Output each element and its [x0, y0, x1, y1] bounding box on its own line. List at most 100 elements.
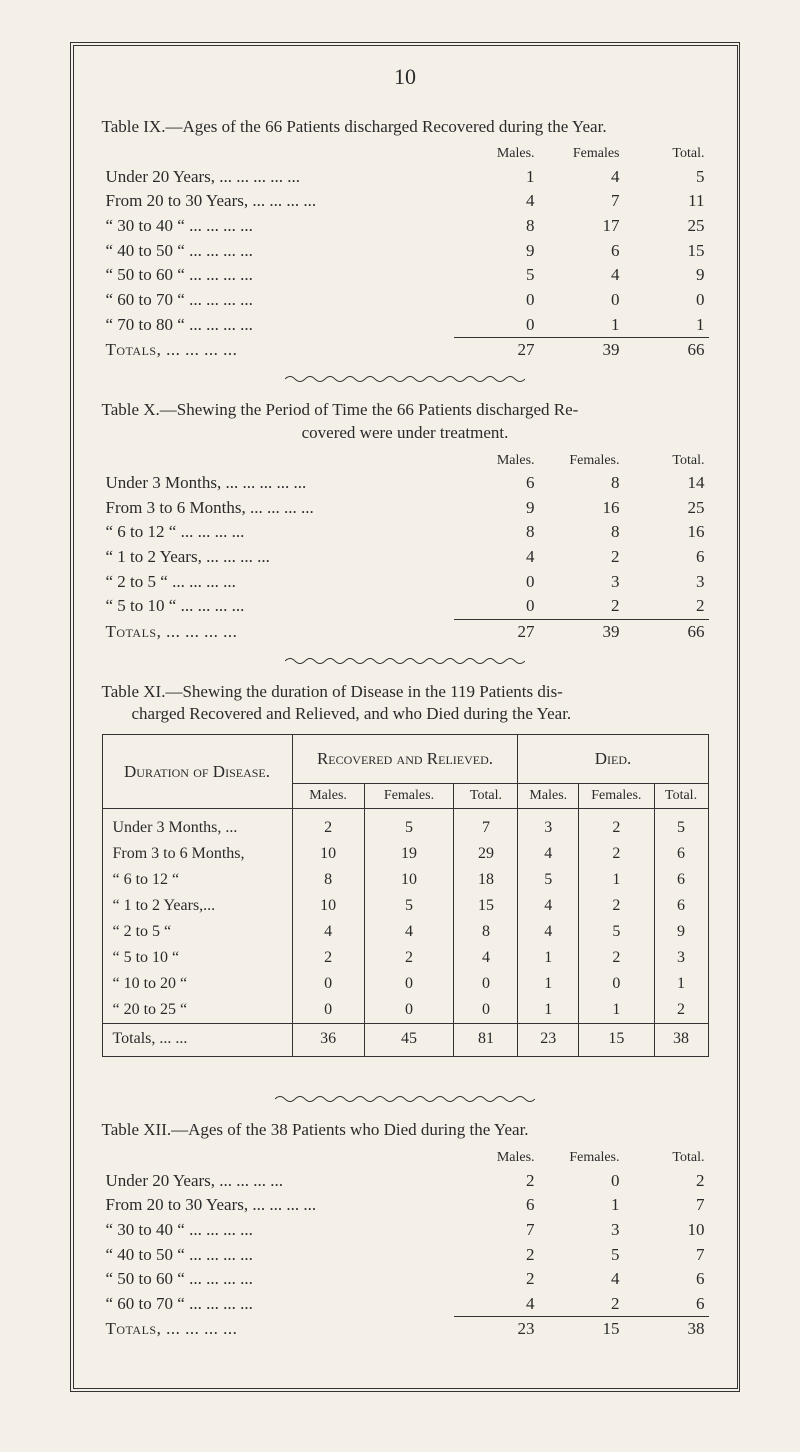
cell-m: 4 — [454, 1292, 539, 1317]
table-xi-title: Table XI.—Shewing the duration of Diseas… — [102, 681, 709, 727]
cell: 2 — [579, 945, 654, 971]
row-label: “ 2 to 5 “ ... ... ... ... — [102, 570, 454, 595]
totals-m: 27 — [454, 338, 539, 363]
table-row: “ 5 to 10 “224123 — [102, 945, 708, 971]
cell-m: 4 — [454, 545, 539, 570]
cell-t: 9 — [624, 263, 709, 288]
cell: 2 — [364, 945, 454, 971]
cell-m: 6 — [454, 471, 539, 496]
cell-t: 6 — [624, 1292, 709, 1317]
row-label: “ 70 to 80 “ ... ... ... ... — [102, 313, 454, 338]
row-label: “ 20 to 25 “ — [102, 997, 292, 1024]
table-row: From 20 to 30 Years, ... ... ... ...4711 — [102, 189, 709, 214]
table-x-totals: Totals, ... ... ... ... 27 39 66 — [102, 619, 709, 644]
cell: 4 — [364, 919, 454, 945]
cell: 5 — [579, 919, 654, 945]
cell-m: 2 — [454, 1267, 539, 1292]
col-females: Females. — [539, 1148, 624, 1168]
cell: 5 — [364, 893, 454, 919]
cell-m: 8 — [454, 520, 539, 545]
cell-f: 2 — [539, 1292, 624, 1317]
cell-f: 4 — [539, 165, 624, 190]
row-label: “ 10 to 20 “ — [102, 971, 292, 997]
cell-t: 25 — [624, 214, 709, 239]
col-males: Males. — [454, 451, 539, 471]
row-label: “ 60 to 70 “ ... ... ... ... — [102, 1292, 454, 1317]
table-row: Under 3 Months, ...257325 — [102, 809, 708, 842]
cell: 1 — [579, 867, 654, 893]
cell: 5 — [518, 867, 579, 893]
cell: 6 — [654, 841, 708, 867]
cell: 1 — [654, 971, 708, 997]
totals-label: Totals, ... ... ... ... — [106, 622, 238, 641]
cell: 2 — [579, 841, 654, 867]
cell-f: 3 — [539, 1218, 624, 1243]
table-row: “ 40 to 50 “ ... ... ... ...257 — [102, 1243, 709, 1268]
cell-t: 2 — [624, 1169, 709, 1194]
row-label: “ 6 to 12 “ — [102, 867, 292, 893]
cell: 4 — [292, 919, 364, 945]
table-xi-totals: Totals, ... ... 36 45 81 23 15 38 — [102, 1024, 708, 1057]
table-x-title-l2: covered were under treatment. — [102, 422, 709, 445]
frame-outer: 10 Table IX.—Ages of the 66 Patients dis… — [70, 42, 740, 1392]
cell-t: 7 — [624, 1193, 709, 1218]
cell-t: 3 — [624, 570, 709, 595]
cell-t: 6 — [624, 545, 709, 570]
sub-males: Males. — [292, 784, 364, 809]
cell: 4 — [518, 893, 579, 919]
cell-t: 11 — [624, 189, 709, 214]
wavy-divider — [102, 653, 709, 671]
table-xi-title-l1: Table XI.—Shewing the duration of Diseas… — [102, 682, 563, 701]
sub-females: Females. — [579, 784, 654, 809]
totals-v: 15 — [579, 1024, 654, 1057]
row-label: From 20 to 30 Years, ... ... ... ... — [102, 189, 454, 214]
table-x-title-l1: Table X.—Shewing the Period of Time the … — [102, 400, 579, 419]
totals-v: 45 — [364, 1024, 454, 1057]
table-x: Males. Females. Total. Under 3 Months, .… — [102, 451, 709, 645]
table-row: “ 30 to 40 “ ... ... ... ...7310 — [102, 1218, 709, 1243]
row-label: “ 60 to 70 “ ... ... ... ... — [102, 288, 454, 313]
cell-t: 14 — [624, 471, 709, 496]
table-xi-title-l2: charged Recovered and Relieved, and who … — [102, 703, 709, 726]
cell: 0 — [292, 997, 364, 1024]
table-row: “ 60 to 70 “ ... ... ... ...000 — [102, 288, 709, 313]
cell-t: 0 — [624, 288, 709, 313]
table-xii-title: Table XII.—Ages of the 38 Patients who D… — [102, 1119, 709, 1142]
cell-f: 0 — [539, 1169, 624, 1194]
cell-t: 1 — [624, 313, 709, 338]
cell-f: 17 — [539, 214, 624, 239]
cell: 15 — [454, 893, 518, 919]
cell-m: 0 — [454, 594, 539, 619]
row-label: “ 1 to 2 Years, ... ... ... ... — [102, 545, 454, 570]
cell-f: 2 — [539, 545, 624, 570]
cell-m: 2 — [454, 1243, 539, 1268]
totals-t: 66 — [624, 338, 709, 363]
cell-m: 6 — [454, 1193, 539, 1218]
row-label: “ 1 to 2 Years,... — [102, 893, 292, 919]
col-total: Total. — [624, 144, 709, 164]
cell-m: 7 — [454, 1218, 539, 1243]
cell: 5 — [364, 809, 454, 842]
cell: 0 — [364, 971, 454, 997]
cell: 8 — [292, 867, 364, 893]
cell-m: 9 — [454, 239, 539, 264]
table-row: “ 1 to 2 Years,...10515426 — [102, 893, 708, 919]
cell: 2 — [654, 997, 708, 1024]
row-label: “ 30 to 40 “ ... ... ... ... — [102, 214, 454, 239]
row-label: “ 5 to 10 “ — [102, 945, 292, 971]
cell: 4 — [518, 919, 579, 945]
frame-inner: 10 Table IX.—Ages of the 66 Patients dis… — [73, 45, 738, 1390]
cell: 2 — [292, 809, 364, 842]
row-label: Under 20 Years, ... ... ... ... — [102, 1169, 454, 1194]
table-row: Under 20 Years, ... ... ... ...202 — [102, 1169, 709, 1194]
table-x-title: Table X.—Shewing the Period of Time the … — [102, 399, 709, 445]
row-label: From 3 to 6 Months, — [102, 841, 292, 867]
table-x-header: Males. Females. Total. — [102, 451, 709, 471]
totals-t: 38 — [624, 1317, 709, 1342]
table-row: Under 20 Years, ... ... ... ... ...145 — [102, 165, 709, 190]
wavy-divider — [102, 1091, 709, 1109]
cell-m: 8 — [454, 214, 539, 239]
cell-t: 5 — [624, 165, 709, 190]
table-row: “ 1 to 2 Years, ... ... ... ...426 — [102, 545, 709, 570]
totals-label: Totals, ... ... — [113, 1030, 188, 1047]
